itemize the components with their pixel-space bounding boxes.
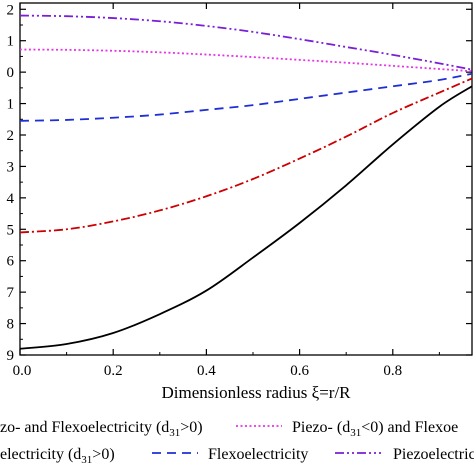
y-tick-label: 1 bbox=[7, 97, 15, 113]
y-tick-label: 8 bbox=[7, 317, 15, 333]
x-tick-label: 0.8 bbox=[383, 363, 402, 379]
y-tick-label: 4 bbox=[7, 191, 15, 207]
series-line-4 bbox=[19, 14, 473, 71]
plot-frame bbox=[19, 2, 473, 356]
y-tick-label: 3 bbox=[7, 159, 15, 175]
legend-label-piezo-negative-flexo: Piezo- (d31<0) and Flexoe bbox=[292, 419, 458, 439]
legend-label-flexoelectricity: Flexoelectricity bbox=[208, 446, 308, 463]
series-line-2 bbox=[19, 72, 473, 122]
series-layer bbox=[19, 14, 473, 350]
y-tick-label: 7 bbox=[7, 285, 15, 301]
y-tick-label: 6 bbox=[7, 254, 15, 270]
legend-row-2: electricity (d31>0) Flexoelectricity Pie… bbox=[0, 446, 474, 466]
y-tick-label: 0 bbox=[7, 65, 15, 81]
y-tick-label: 2 bbox=[7, 2, 15, 18]
y-tick-label: 2 bbox=[7, 128, 15, 144]
x-tick-label: 0.6 bbox=[290, 363, 309, 379]
series-line-3 bbox=[19, 48, 473, 73]
x-tick-label: 0.0 bbox=[13, 363, 32, 379]
legend-label-piezo-flexo-positive: zo- and Flexoelectricity (d31>0) bbox=[0, 419, 203, 439]
y-tick-label: 9 bbox=[7, 348, 15, 364]
x-axis-ticks: 0.0 0.2 0.4 0.6 0.8 bbox=[13, 3, 440, 379]
series-line-0 bbox=[19, 85, 473, 350]
x-axis-title: Dimensionless radius ξ=r/R bbox=[161, 383, 351, 402]
legend-row-1: zo- and Flexoelectricity (d31>0) Piezo- … bbox=[0, 419, 458, 439]
y-tick-label: 5 bbox=[7, 222, 15, 238]
legend-label-piezoelectricity: Piezoelectrici bbox=[393, 446, 474, 463]
y-tick-label: 1 bbox=[7, 34, 15, 50]
x-tick-label: 0.4 bbox=[197, 363, 216, 379]
y-axis-ticks: 2 1 0 1 2 3 4 5 6 7 8 9 bbox=[7, 2, 472, 364]
x-tick-label: 0.2 bbox=[104, 363, 123, 379]
legend-label-piezoelectricity-positive: electricity (d31>0) bbox=[0, 446, 115, 466]
series-line-1 bbox=[19, 77, 473, 234]
